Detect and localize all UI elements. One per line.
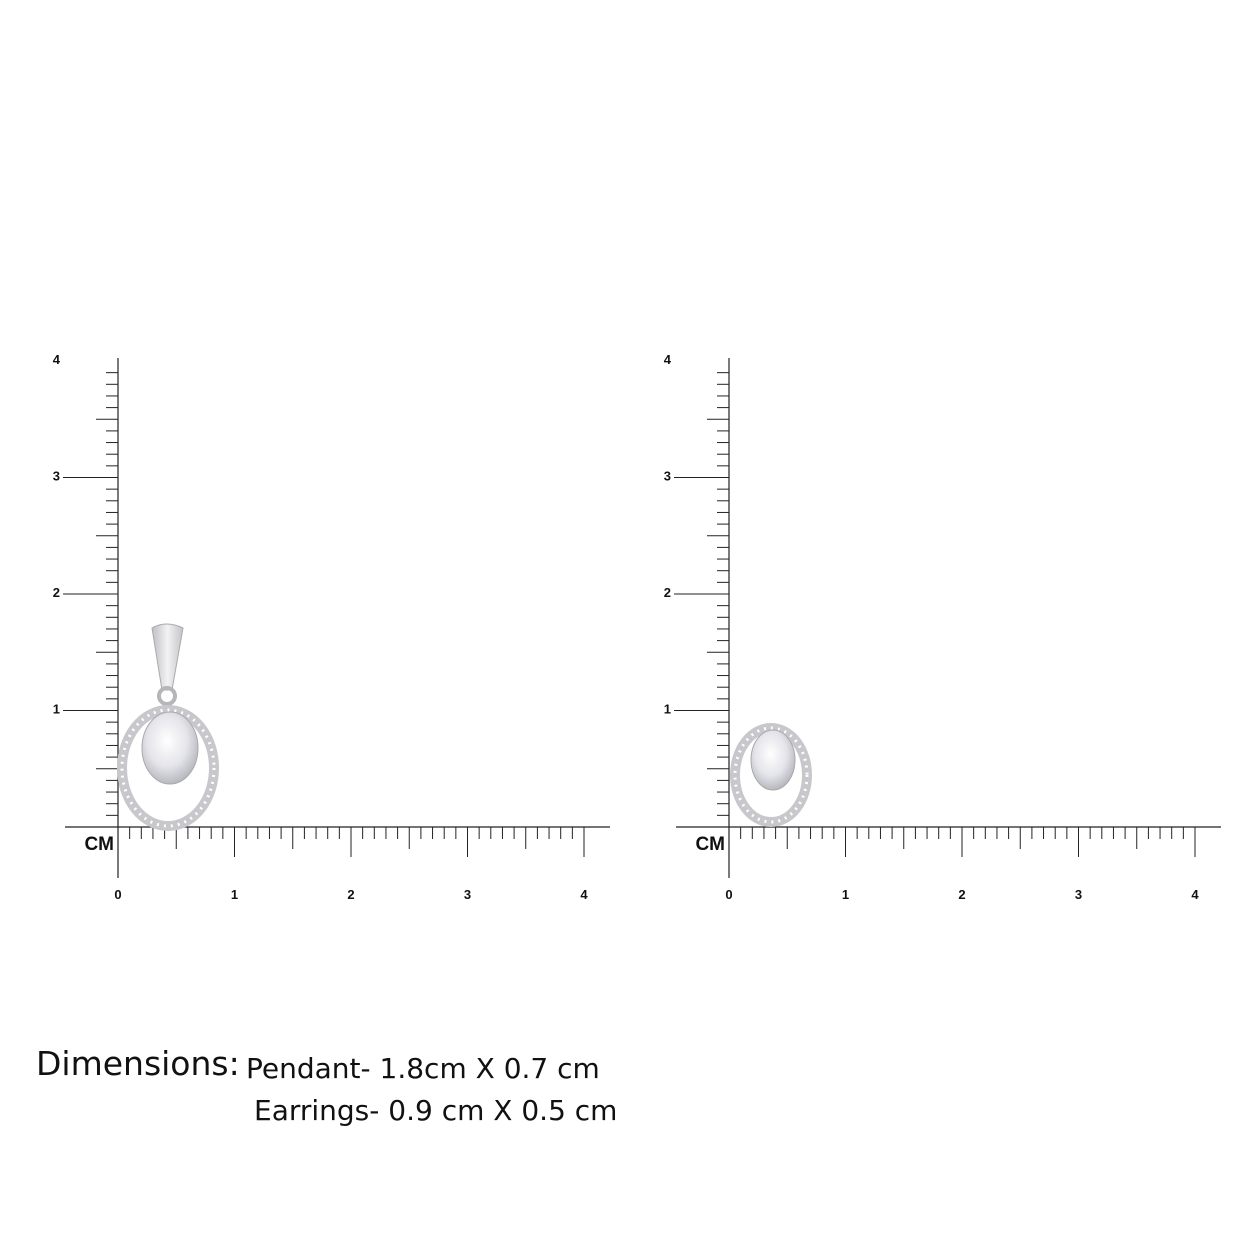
y-tick-label: 4 xyxy=(664,352,672,367)
y-tick-label: 3 xyxy=(53,469,60,484)
unit-label: CM xyxy=(695,834,725,855)
x-tick-label: 2 xyxy=(958,887,965,902)
x-tick-label: 4 xyxy=(1191,887,1199,902)
x-tick-label: 0 xyxy=(114,887,121,902)
y-tick-label: 3 xyxy=(664,469,671,484)
earrings-dimensions: Earrings- 0.9 cm X 0.5 cm xyxy=(254,1094,618,1127)
y-tick-label: 1 xyxy=(664,702,671,717)
x-tick-label: 2 xyxy=(347,887,354,902)
x-tick-label: 3 xyxy=(464,887,471,902)
y-tick-label: 4 xyxy=(53,352,61,367)
x-tick-label: 0 xyxy=(725,887,732,902)
earring-image xyxy=(730,723,812,827)
unit-label: CM xyxy=(84,834,114,855)
y-tick-label: 2 xyxy=(53,585,60,600)
x-tick-label: 4 xyxy=(580,887,588,902)
y-tick-label: 2 xyxy=(664,585,671,600)
earring-ruler: 0 1 2 3 4 1 2 3 4 CM xyxy=(664,352,1221,902)
x-tick-label: 3 xyxy=(1075,887,1082,902)
pendant-dimensions: Pendant- 1.8cm X 0.7 cm xyxy=(246,1052,600,1085)
pendant-image xyxy=(117,623,219,831)
pendant-ruler: 0 1 2 3 4 1 2 3 4 CM xyxy=(53,352,610,902)
x-tick-label: 1 xyxy=(842,887,849,902)
dimensions-title: Dimensions: xyxy=(36,1044,240,1083)
x-tick-label: 1 xyxy=(231,887,238,902)
y-tick-label: 1 xyxy=(53,702,60,717)
